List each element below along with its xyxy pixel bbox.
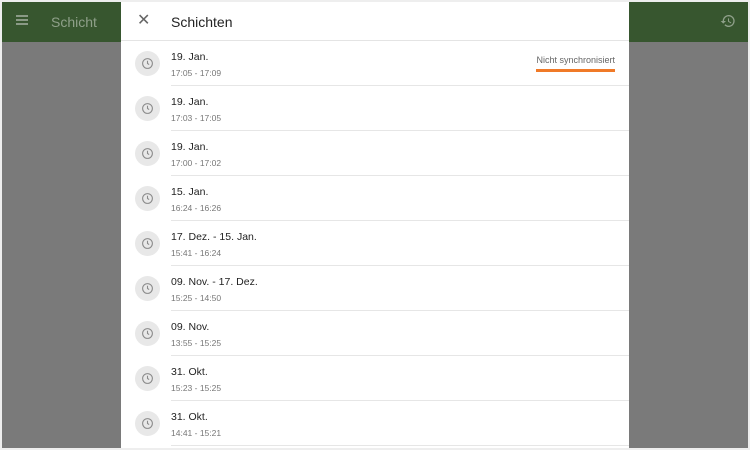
shift-time: 15:23 - 15:25 [171,383,222,393]
shift-time: 13:55 - 15:25 [171,338,222,348]
shift-time: 17:00 - 17:02 [171,158,222,168]
shift-date: 15. Jan. [171,186,209,198]
shift-time: 16:24 - 16:26 [171,203,222,213]
shift-time: 14:41 - 15:21 [171,428,222,438]
close-icon[interactable]: ✕ [137,12,151,29]
shift-date: 31. Okt. [171,366,208,378]
dialog-title: Schichten [171,14,233,30]
shift-time: 17:03 - 17:05 [171,113,222,123]
history-icon[interactable] [720,13,736,34]
clock-icon [135,276,160,301]
shift-list-item[interactable]: 19. Jan. 17:03 - 17:05 [121,86,629,131]
shift-date: 19. Jan. [171,51,209,63]
shift-list-item[interactable]: 31. Okt. 14:41 - 15:21 [121,401,629,446]
dialog-header: ✕ Schichten [121,2,629,41]
shift-time: 15:25 - 14:50 [171,293,222,303]
shift-list-item[interactable]: 31. Okt. 15:23 - 15:25 [121,356,629,401]
shift-list-item[interactable]: 17. Dez. - 15. Jan. 15:41 - 16:24 [121,221,629,266]
shift-date: 17. Dez. - 15. Jan. [171,231,257,243]
clock-icon [135,51,160,76]
shift-date: 09. Nov. - 17. Dez. [171,276,258,288]
shift-time: 15:41 - 16:24 [171,248,222,258]
app-title: Schicht [51,14,97,30]
shift-list-item[interactable]: 19. Jan. 17:05 - 17:09 Nicht synchronisie… [121,41,629,86]
shift-date: 19. Jan. [171,96,209,108]
shift-list-item[interactable]: 09. Nov. - 17. Dez. 15:25 - 14:50 [121,266,629,311]
sync-status-badge: Nicht synchronisiert [536,55,615,72]
clock-icon [135,231,160,256]
shift-date: 19. Jan. [171,141,209,153]
clock-icon [135,96,160,121]
shift-list-item[interactable]: 09. Nov. 13:55 - 15:25 [121,311,629,356]
shifts-dialog: ✕ Schichten 19. Jan. 17:05 - 17:09 Nicht … [121,2,629,448]
menu-icon[interactable] [16,15,28,25]
shift-list-item[interactable]: 19. Jan. 17:00 - 17:02 [121,131,629,176]
clock-icon [135,366,160,391]
shift-date: 09. Nov. [171,321,210,333]
clock-icon [135,411,160,436]
clock-icon [135,321,160,346]
shift-time: 17:05 - 17:09 [171,68,222,78]
clock-icon [135,186,160,211]
shift-date: 31. Okt. [171,411,208,423]
clock-icon [135,141,160,166]
shift-list-item[interactable]: 15. Jan. 16:24 - 16:26 [121,176,629,221]
shift-list: 19. Jan. 17:05 - 17:09 Nicht synchronisie… [121,41,629,446]
